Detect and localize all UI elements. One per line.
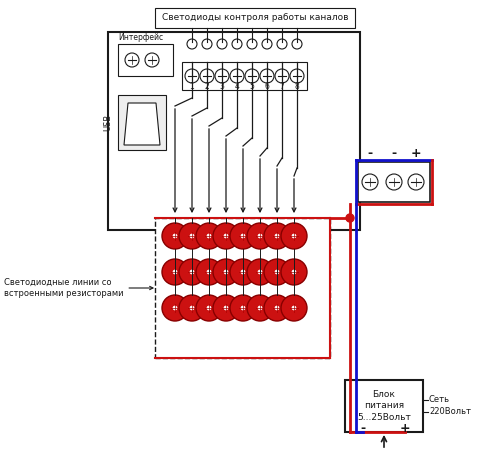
Circle shape — [213, 223, 239, 249]
Circle shape — [258, 234, 262, 238]
Circle shape — [247, 39, 257, 49]
Circle shape — [213, 295, 239, 321]
Text: 7: 7 — [279, 82, 284, 91]
Bar — [155, 8, 355, 28]
Circle shape — [230, 259, 256, 285]
Circle shape — [190, 234, 194, 238]
Circle shape — [264, 223, 290, 249]
Circle shape — [196, 223, 222, 249]
Circle shape — [362, 174, 378, 190]
Circle shape — [196, 259, 222, 285]
Circle shape — [275, 270, 279, 274]
Circle shape — [292, 234, 296, 238]
Bar — [108, 32, 360, 230]
Text: 2: 2 — [205, 82, 210, 91]
Circle shape — [275, 234, 279, 238]
Circle shape — [162, 223, 188, 249]
Circle shape — [213, 259, 239, 285]
Circle shape — [264, 295, 290, 321]
Circle shape — [275, 306, 279, 310]
Circle shape — [245, 69, 259, 83]
Circle shape — [179, 223, 205, 249]
Text: 6: 6 — [264, 82, 269, 91]
Bar — [182, 62, 307, 90]
Text: -: - — [367, 147, 373, 160]
Text: 8: 8 — [294, 82, 299, 91]
Bar — [118, 44, 173, 76]
Circle shape — [196, 295, 222, 321]
Circle shape — [292, 306, 296, 310]
Circle shape — [264, 259, 290, 285]
Circle shape — [408, 174, 424, 190]
Circle shape — [281, 295, 307, 321]
Circle shape — [179, 259, 205, 285]
Text: 220Вольт: 220Вольт — [429, 408, 471, 416]
Circle shape — [207, 306, 211, 310]
Circle shape — [215, 69, 229, 83]
Circle shape — [224, 270, 228, 274]
Bar — [358, 162, 430, 202]
Circle shape — [202, 39, 212, 49]
Circle shape — [241, 270, 245, 274]
Polygon shape — [124, 103, 160, 145]
Circle shape — [258, 270, 262, 274]
Circle shape — [200, 69, 214, 83]
Text: +: + — [411, 147, 421, 160]
Text: Сеть: Сеть — [429, 396, 450, 404]
Circle shape — [145, 53, 159, 67]
Circle shape — [185, 69, 199, 83]
Circle shape — [292, 39, 302, 49]
Circle shape — [262, 39, 272, 49]
Circle shape — [125, 53, 139, 67]
Circle shape — [241, 306, 245, 310]
Circle shape — [247, 259, 273, 285]
Circle shape — [247, 295, 273, 321]
Circle shape — [207, 270, 211, 274]
Circle shape — [290, 69, 304, 83]
Text: Блок
питания
5...25Вольт: Блок питания 5...25Вольт — [357, 390, 411, 422]
Circle shape — [241, 234, 245, 238]
Bar — [345, 380, 423, 432]
Circle shape — [230, 295, 256, 321]
Circle shape — [173, 234, 177, 238]
Circle shape — [224, 234, 228, 238]
Circle shape — [232, 39, 242, 49]
Text: Светодиоды контроля работы каналов: Светодиоды контроля работы каналов — [162, 13, 348, 23]
Circle shape — [247, 223, 273, 249]
Circle shape — [207, 234, 211, 238]
Text: Интерфейс: Интерфейс — [118, 33, 163, 42]
Circle shape — [230, 69, 244, 83]
Circle shape — [258, 306, 262, 310]
Circle shape — [173, 270, 177, 274]
Circle shape — [179, 295, 205, 321]
Circle shape — [281, 223, 307, 249]
Circle shape — [230, 223, 256, 249]
Circle shape — [275, 69, 289, 83]
Circle shape — [173, 306, 177, 310]
Bar — [118, 95, 166, 150]
Circle shape — [281, 259, 307, 285]
Text: +: + — [400, 422, 410, 435]
Circle shape — [162, 259, 188, 285]
Circle shape — [386, 174, 402, 190]
Text: USB: USB — [103, 114, 112, 131]
Circle shape — [217, 39, 227, 49]
Circle shape — [260, 69, 274, 83]
Text: -: - — [360, 422, 366, 435]
Circle shape — [292, 270, 296, 274]
Text: Светодиодные линии со
встроенными резисторами: Светодиодные линии со встроенными резист… — [4, 278, 153, 298]
Text: 5: 5 — [250, 82, 254, 91]
Text: -: - — [391, 147, 397, 160]
Circle shape — [224, 306, 228, 310]
Circle shape — [277, 39, 287, 49]
Bar — [155, 218, 330, 358]
Text: 1: 1 — [190, 82, 195, 91]
Text: 4: 4 — [235, 82, 240, 91]
Circle shape — [190, 306, 194, 310]
Circle shape — [162, 295, 188, 321]
Text: 3: 3 — [220, 82, 225, 91]
Circle shape — [187, 39, 197, 49]
Circle shape — [346, 214, 354, 222]
Circle shape — [190, 270, 194, 274]
